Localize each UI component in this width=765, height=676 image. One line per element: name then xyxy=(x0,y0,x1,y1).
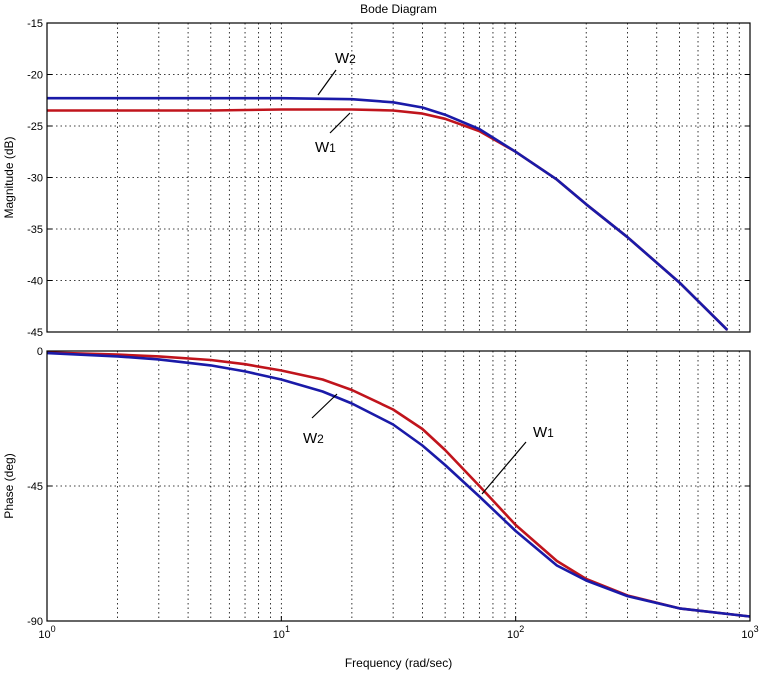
xtick-label: 102 xyxy=(507,624,524,641)
annotation-leader-w2 xyxy=(317,69,337,96)
magnitude-ylabel: Magnitude (dB) xyxy=(2,136,16,218)
annotation-label-w1: W1 xyxy=(533,424,554,441)
annotation-leader-w1 xyxy=(481,441,527,495)
phase-series-w1 xyxy=(46,351,751,618)
chart-title: Bode Diagram xyxy=(360,2,437,16)
annotation-leader-w2 xyxy=(311,393,338,419)
magnitude-ytick-label: -35 xyxy=(27,224,43,236)
phase-ytick-label: -45 xyxy=(27,481,43,493)
x-axis-label: Frequency (rad/sec) xyxy=(345,656,452,670)
annotation-leader-w1 xyxy=(329,112,351,134)
magnitude-axes-frame xyxy=(46,22,751,333)
xtick-label: 100 xyxy=(38,624,55,641)
magnitude-ytick-label: -45 xyxy=(27,327,43,339)
phase-ylabel: Phase (deg) xyxy=(2,453,16,518)
phase-ytick-label: -90 xyxy=(27,616,43,628)
magnitude-series-w2 xyxy=(47,96,729,331)
phase-series-w2 xyxy=(46,351,751,618)
magnitude-ytick-label: -25 xyxy=(27,121,43,133)
phase-axes-frame xyxy=(46,350,751,622)
xtick-label: 103 xyxy=(741,624,758,641)
magnitude-ytick-label: -15 xyxy=(27,18,43,30)
magnitude-series-w1 xyxy=(47,108,729,331)
phase-ytick-label: 0 xyxy=(37,346,43,358)
magnitude-ytick-label: -20 xyxy=(27,70,43,82)
annotation-label-w1: W1 xyxy=(315,139,336,156)
magnitude-ytick-label: -40 xyxy=(27,276,43,288)
annotation-label-w2: W2 xyxy=(303,430,324,447)
annotation-label-w2: W2 xyxy=(335,50,356,67)
magnitude-ytick-label: -30 xyxy=(27,173,43,185)
xtick-label: 101 xyxy=(273,624,290,641)
